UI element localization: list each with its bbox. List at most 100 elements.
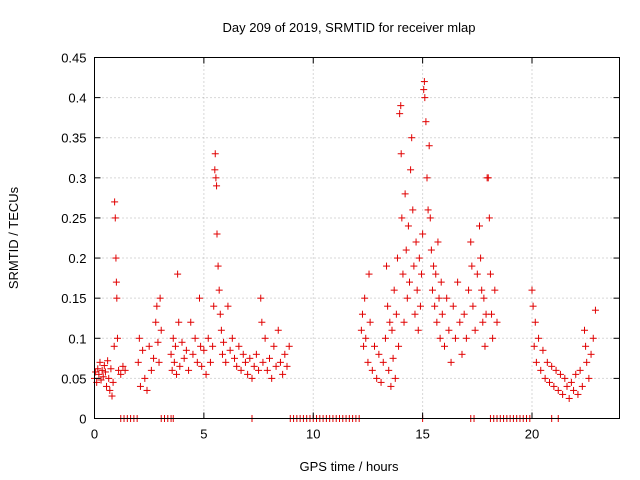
data-point <box>473 270 481 278</box>
data-point <box>276 358 284 366</box>
data-point <box>155 358 163 366</box>
y-tick-label: 0.05 <box>61 371 86 386</box>
data-point <box>408 134 416 142</box>
data-point <box>270 342 278 350</box>
data-point <box>99 373 107 381</box>
data-point <box>426 214 434 222</box>
data-point <box>361 294 369 302</box>
data-point <box>404 222 412 230</box>
data-point <box>399 270 407 278</box>
data-point <box>543 358 551 366</box>
data-point <box>182 346 190 354</box>
data-point <box>121 366 129 374</box>
data-point <box>420 78 428 86</box>
data-point <box>377 378 385 386</box>
data-point <box>110 342 118 350</box>
data-point <box>572 370 580 378</box>
data-point <box>153 302 161 310</box>
data-point <box>281 350 289 358</box>
data-point <box>449 302 457 310</box>
data-point <box>198 362 206 370</box>
data-point <box>185 366 193 374</box>
data-point <box>241 358 249 366</box>
data-point <box>381 334 389 342</box>
data-point <box>169 334 177 342</box>
data-point <box>136 382 144 390</box>
data-point <box>559 390 567 398</box>
data-point <box>143 386 151 394</box>
data-point <box>167 350 175 358</box>
data-point <box>115 366 123 374</box>
data-point <box>391 374 399 382</box>
data-point <box>274 326 282 334</box>
data-point <box>211 150 219 158</box>
data-point <box>456 318 464 326</box>
data-point <box>171 342 179 350</box>
data-point <box>528 286 536 294</box>
data-point <box>224 302 232 310</box>
data-point <box>541 374 549 382</box>
data-point <box>467 238 475 246</box>
data-point <box>101 368 109 376</box>
data-point <box>407 166 415 174</box>
data-point <box>150 354 158 362</box>
data-point <box>364 358 372 366</box>
data-point <box>226 346 234 354</box>
data-point <box>397 102 405 110</box>
data-point <box>375 350 383 358</box>
data-point <box>485 214 493 222</box>
data-point <box>587 350 595 358</box>
y-tick-label: 0.4 <box>68 91 86 106</box>
data-point <box>585 374 593 382</box>
y-tick-label: 0.25 <box>61 211 86 226</box>
data-point <box>583 358 591 366</box>
data-point <box>239 350 247 358</box>
data-point <box>591 306 599 314</box>
data-point <box>111 198 119 206</box>
data-point <box>383 262 391 270</box>
data-point <box>200 346 208 354</box>
data-point <box>471 326 479 334</box>
data-point <box>491 286 499 294</box>
data-point <box>191 334 199 342</box>
x-tick-label: 0 <box>91 427 98 442</box>
data-point <box>214 262 222 270</box>
data-point <box>257 294 265 302</box>
axis-ticks: 0 0.05 0.1 0.15 0.2 0.25 0.3 0.35 0.4 0.45 0 5 10 15 2… <box>61 51 620 442</box>
data-point <box>189 350 197 358</box>
data-point <box>259 358 267 366</box>
data-point <box>112 278 120 286</box>
data-point <box>484 174 492 182</box>
data-point <box>451 334 459 342</box>
data-point <box>570 386 578 394</box>
data-point <box>561 374 569 382</box>
data-point <box>210 302 218 310</box>
data-point <box>107 365 115 373</box>
data-point <box>266 354 273 362</box>
data-point <box>418 270 426 278</box>
data-point <box>113 294 121 302</box>
data-point <box>106 386 114 394</box>
data-point <box>552 366 560 374</box>
data-point <box>212 174 220 182</box>
data-point <box>415 254 423 262</box>
data-point <box>550 382 558 390</box>
x-tick-label: 20 <box>525 427 539 442</box>
data-point <box>447 358 455 366</box>
data-point <box>393 254 401 262</box>
data-point <box>285 342 293 350</box>
grid <box>94 57 620 419</box>
data-point <box>454 278 462 286</box>
data-point <box>493 318 501 326</box>
data-point <box>258 318 266 326</box>
data-point <box>135 334 143 342</box>
data-point <box>157 326 165 334</box>
data-point <box>197 342 205 350</box>
data-point <box>233 362 241 370</box>
data-point <box>283 362 291 370</box>
data-point <box>105 374 113 382</box>
data-point <box>218 350 226 358</box>
data-point <box>103 382 111 390</box>
data-point <box>400 318 408 326</box>
